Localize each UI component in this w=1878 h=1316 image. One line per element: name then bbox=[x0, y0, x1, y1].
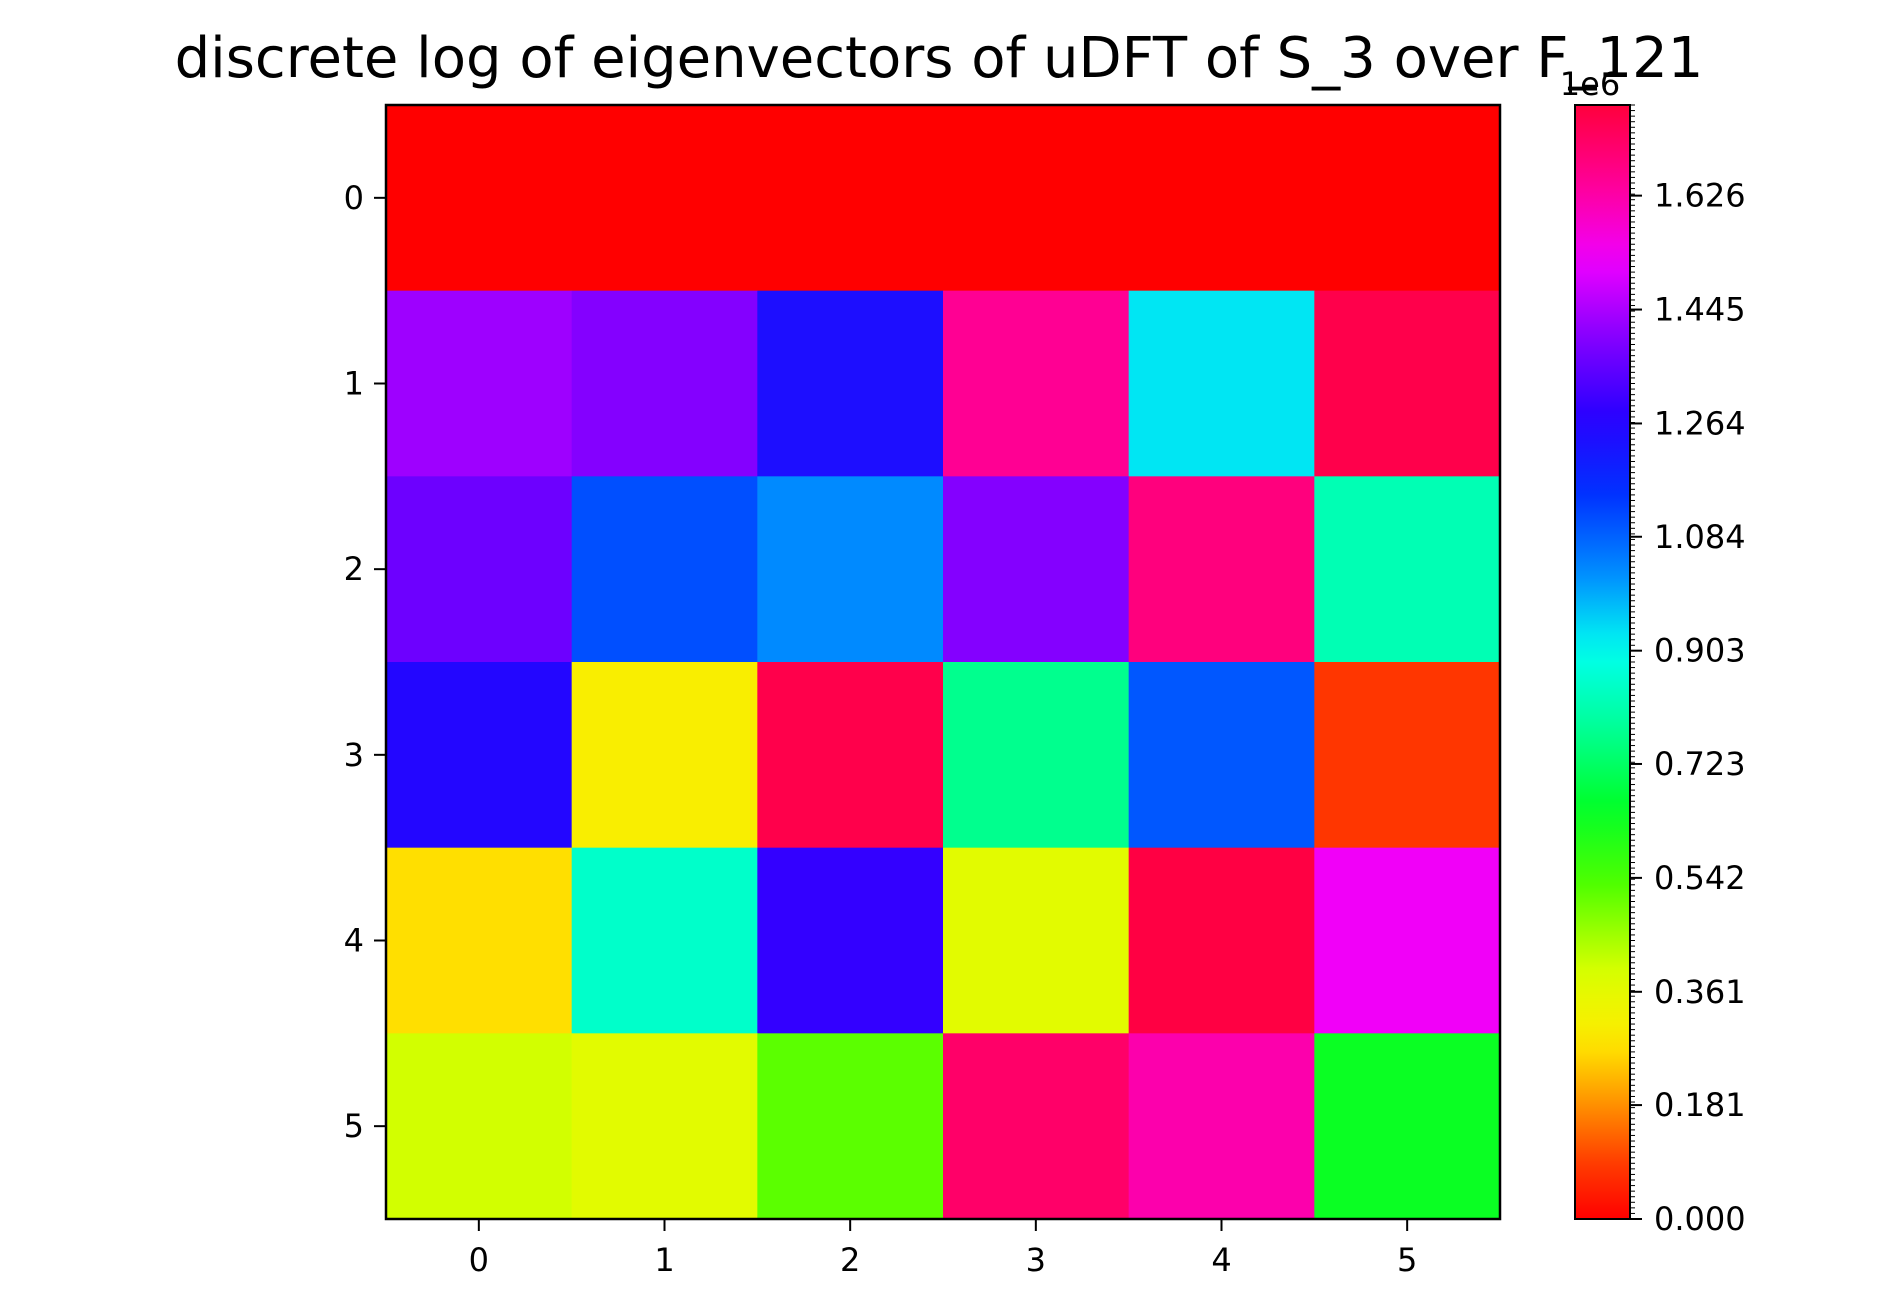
heatmap-cells bbox=[386, 105, 1501, 1220]
heatmap-cell-r3-c2 bbox=[757, 662, 944, 849]
y-axis: 0 1 2 3 4 5 bbox=[344, 179, 386, 1145]
colorbar-ticks: 0.000 0.181 0.361 0.542 0.723 0.903 1.084 1.264… bbox=[1630, 104, 1746, 1238]
colorbar-tick-label-6: 1.084 bbox=[1654, 518, 1746, 556]
heatmap-cell-r2-c4 bbox=[1128, 476, 1315, 663]
x-tick-label-3: 3 bbox=[1026, 1241, 1046, 1279]
heatmap-cell-r3-c5 bbox=[1314, 662, 1501, 849]
y-tick-label-1: 1 bbox=[344, 365, 364, 403]
colorbar bbox=[1574, 104, 1631, 1220]
heatmap-cell-r0-c3 bbox=[943, 105, 1130, 292]
heatmap-cell-r3-c1 bbox=[571, 662, 758, 849]
colorbar-tick-label-1: 0.181 bbox=[1654, 1086, 1746, 1124]
heatmap-cell-r0-c4 bbox=[1128, 105, 1315, 292]
colorbar-tick-label-4: 0.723 bbox=[1654, 745, 1746, 783]
colorbar-tick-label-7: 1.264 bbox=[1654, 404, 1746, 442]
heatmap-cell-r1-c4 bbox=[1128, 290, 1315, 477]
heatmap-cell-r5-c2 bbox=[757, 1033, 944, 1220]
heatmap-cell-r4-c1 bbox=[571, 847, 758, 1034]
colorbar-tick-label-0: 0.000 bbox=[1654, 1200, 1746, 1238]
heatmap-cell-r5-c1 bbox=[571, 1033, 758, 1220]
heatmap-cell-r0-c1 bbox=[571, 105, 758, 292]
heatmap-cell-r0-c2 bbox=[757, 105, 944, 292]
y-tick-label-0: 0 bbox=[344, 179, 364, 217]
colorbar-tick-label-9: 1.626 bbox=[1654, 177, 1746, 215]
colorbar-tick-label-2: 0.361 bbox=[1654, 973, 1746, 1011]
colorbar-tick-label-3: 0.542 bbox=[1654, 859, 1746, 897]
heatmap-cell-r2-c2 bbox=[757, 476, 944, 663]
heatmap-cell-r1-c0 bbox=[386, 290, 573, 477]
x-tick-label-1: 1 bbox=[654, 1241, 674, 1279]
heatmap-cell-r4-c0 bbox=[386, 847, 573, 1034]
heatmap-cell-r0-c0 bbox=[386, 105, 573, 292]
x-tick-label-5: 5 bbox=[1397, 1241, 1417, 1279]
heatmap-cell-r4-c3 bbox=[943, 847, 1130, 1034]
y-tick-label-3: 3 bbox=[344, 736, 364, 774]
heatmap-cell-r3-c0 bbox=[386, 662, 573, 849]
chart-title: discrete log of eigenvectors of uDFT of … bbox=[175, 26, 1704, 91]
heatmap-cell-r5-c4 bbox=[1128, 1033, 1315, 1220]
x-axis: 0 1 2 3 4 5 bbox=[469, 1219, 1417, 1279]
heatmap-cell-r4-c4 bbox=[1128, 847, 1315, 1034]
colorbar-tick-label-5: 0.903 bbox=[1654, 632, 1746, 670]
heatmap-cell-r4-c5 bbox=[1314, 847, 1501, 1034]
x-tick-label-0: 0 bbox=[469, 1241, 489, 1279]
heatmap-cell-r2-c5 bbox=[1314, 476, 1501, 663]
heatmap-cell-r1-c5 bbox=[1314, 290, 1501, 477]
heatmap-cell-r1-c2 bbox=[757, 290, 944, 477]
heatmap-cell-r5-c3 bbox=[943, 1033, 1130, 1220]
heatmap-cell-r5-c5 bbox=[1314, 1033, 1501, 1220]
heatmap-cell-r3-c3 bbox=[943, 662, 1130, 849]
heatmap-cell-r1-c3 bbox=[943, 290, 1130, 477]
heatmap-cell-r3-c4 bbox=[1128, 662, 1315, 849]
plot-frame bbox=[384, 103, 1502, 1221]
x-tick-label-2: 2 bbox=[840, 1241, 860, 1279]
heatmap-cell-r0-c5 bbox=[1314, 105, 1501, 292]
x-tick-label-4: 4 bbox=[1211, 1241, 1231, 1279]
y-tick-label-2: 2 bbox=[344, 550, 364, 588]
heatmap-cell-r2-c3 bbox=[943, 476, 1130, 663]
heatmap-cell-r2-c0 bbox=[386, 476, 573, 663]
heatmap-cell-r5-c0 bbox=[386, 1033, 573, 1220]
y-tick-label-4: 4 bbox=[344, 922, 364, 960]
colorbar-offset-label: 1e6 bbox=[1560, 65, 1620, 103]
y-tick-label-5: 5 bbox=[344, 1107, 364, 1145]
heatmap-cell-r2-c1 bbox=[571, 476, 758, 663]
heatmap-cell-r4-c2 bbox=[757, 847, 944, 1034]
colorbar-tick-label-8: 1.445 bbox=[1654, 291, 1746, 329]
heatmap-cell-r1-c1 bbox=[571, 290, 758, 477]
